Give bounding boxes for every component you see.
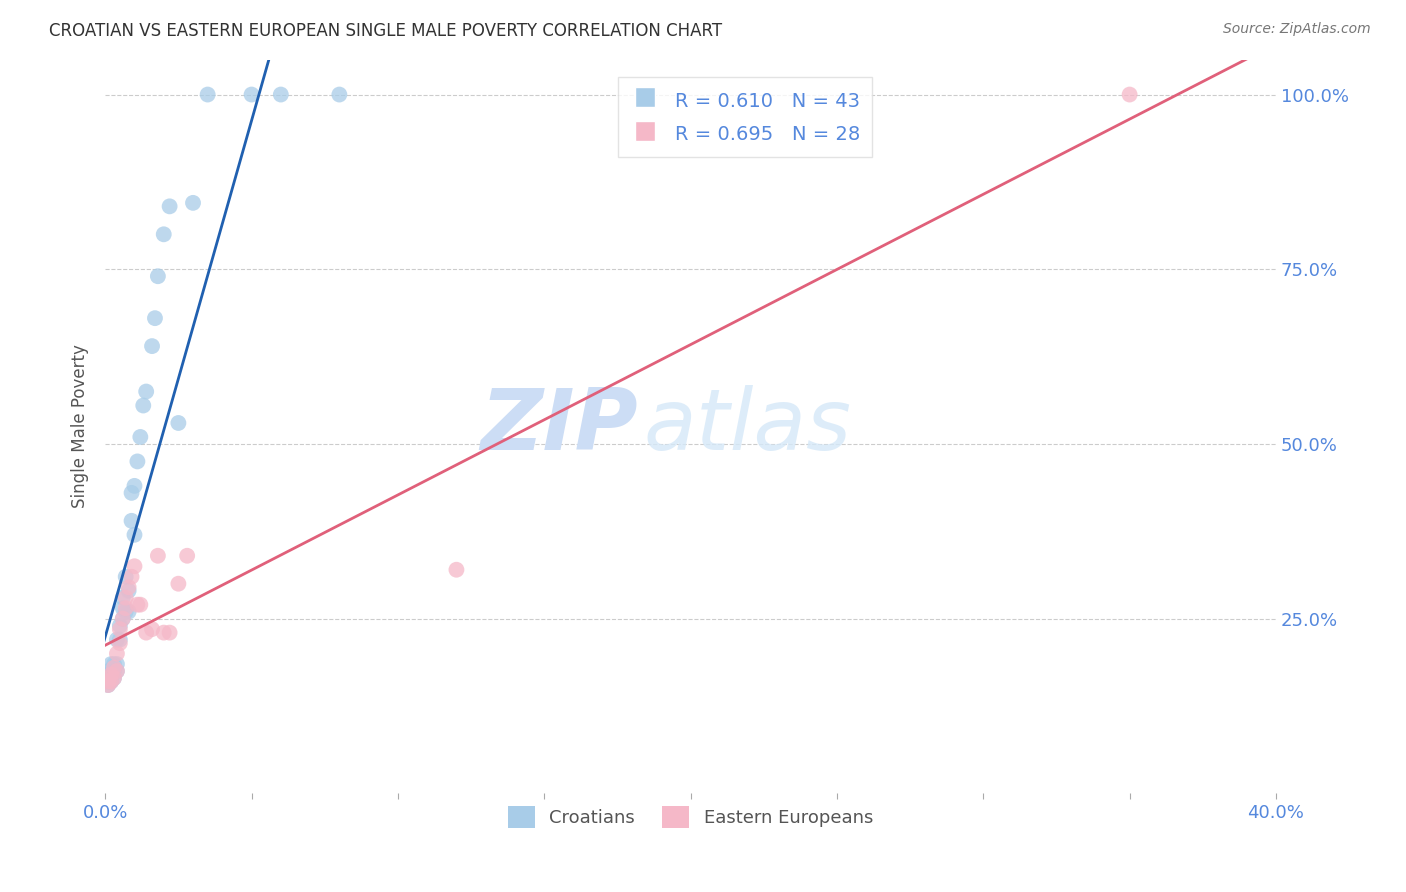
Point <box>132 399 155 413</box>
Point <box>1118 87 1140 102</box>
Point <box>100 667 122 681</box>
Point <box>103 671 125 685</box>
Point <box>97 678 120 692</box>
Point <box>114 591 136 605</box>
Point <box>103 671 125 685</box>
Point <box>111 612 134 626</box>
Point <box>127 598 149 612</box>
Point <box>152 625 174 640</box>
Point <box>97 664 120 678</box>
Legend: Croatians, Eastern Europeans: Croatians, Eastern Europeans <box>501 799 880 836</box>
Point <box>103 664 125 678</box>
Point <box>114 570 136 584</box>
Point <box>240 87 263 102</box>
Point <box>124 528 146 542</box>
Point <box>105 632 128 647</box>
Point <box>100 674 122 689</box>
Text: CROATIAN VS EASTERN EUROPEAN SINGLE MALE POVERTY CORRELATION CHART: CROATIAN VS EASTERN EUROPEAN SINGLE MALE… <box>49 22 723 40</box>
Point <box>111 591 134 605</box>
Point <box>159 625 181 640</box>
Point <box>143 311 166 326</box>
Point <box>105 664 128 678</box>
Point <box>127 454 149 468</box>
Point <box>152 227 174 242</box>
Point <box>97 671 120 685</box>
Point <box>100 674 122 689</box>
Point <box>111 612 134 626</box>
Point <box>159 199 181 213</box>
Point <box>328 87 350 102</box>
Point <box>114 601 136 615</box>
Point <box>446 563 468 577</box>
Point <box>121 486 143 500</box>
Point <box>100 657 122 671</box>
Point <box>121 570 143 584</box>
Text: ZIP: ZIP <box>481 385 638 468</box>
Point <box>124 559 146 574</box>
Point <box>105 664 128 678</box>
Point <box>176 549 198 563</box>
Point <box>129 598 152 612</box>
Point <box>129 430 152 444</box>
Point <box>97 671 120 685</box>
Point <box>103 657 125 671</box>
Point <box>270 87 292 102</box>
Point <box>146 549 169 563</box>
Point <box>135 384 157 399</box>
Point <box>105 647 128 661</box>
Text: Source: ZipAtlas.com: Source: ZipAtlas.com <box>1223 22 1371 37</box>
Point <box>100 667 122 681</box>
Y-axis label: Single Male Poverty: Single Male Poverty <box>72 344 89 508</box>
Point <box>117 605 139 619</box>
Point <box>108 622 131 636</box>
Point <box>181 195 204 210</box>
Point <box>124 479 146 493</box>
Point <box>103 660 125 674</box>
Point <box>114 605 136 619</box>
Point <box>141 339 163 353</box>
Point <box>108 636 131 650</box>
Point <box>135 625 157 640</box>
Point <box>167 416 190 430</box>
Point <box>97 667 120 681</box>
Point <box>111 601 134 615</box>
Point <box>97 678 120 692</box>
Text: atlas: atlas <box>644 385 852 468</box>
Point <box>167 576 190 591</box>
Point <box>141 622 163 636</box>
Point <box>100 671 122 685</box>
Point <box>97 674 120 689</box>
Point <box>108 618 131 632</box>
Point <box>108 632 131 647</box>
Point <box>97 674 120 689</box>
Point <box>117 580 139 594</box>
Point <box>146 269 169 284</box>
Point <box>117 583 139 598</box>
Point <box>121 514 143 528</box>
Point <box>197 87 219 102</box>
Point <box>105 657 128 671</box>
